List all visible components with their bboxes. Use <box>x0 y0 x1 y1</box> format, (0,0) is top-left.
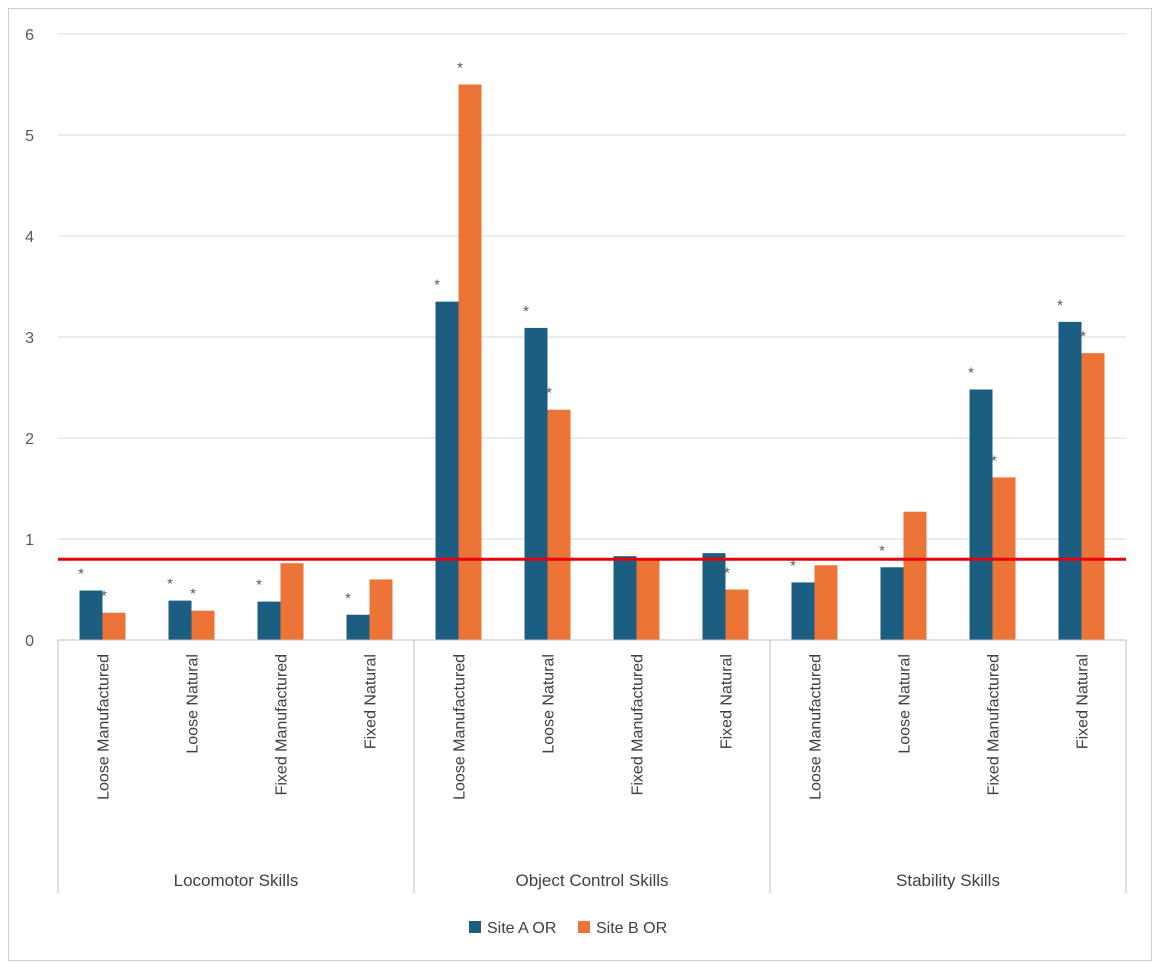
significance-star: * <box>457 60 463 77</box>
significance-star: * <box>434 277 440 294</box>
bar-site-a <box>168 600 192 640</box>
bar-site-b <box>369 579 393 640</box>
y-tick-label: 5 <box>25 128 34 145</box>
y-tick-label: 1 <box>25 532 34 549</box>
x-tick-label: Loose Natural <box>897 654 914 754</box>
x-tick-label: Fixed Manufactured <box>986 654 1003 795</box>
x-tick-label: Fixed Manufactured <box>274 654 291 795</box>
x-tick-label: Fixed Natural <box>719 654 736 749</box>
y-tick-label: 2 <box>25 431 34 448</box>
bar-site-b <box>102 612 126 640</box>
chart-frame <box>8 8 1152 961</box>
significance-star: * <box>78 566 84 583</box>
x-tick-label: Loose Manufactured <box>96 654 113 800</box>
gridlines <box>58 33 1126 540</box>
significance-star: * <box>1080 328 1086 345</box>
significance-star: * <box>546 385 552 402</box>
bar-site-b <box>814 565 838 640</box>
significance-star: * <box>991 452 997 469</box>
bar-site-a <box>524 327 548 640</box>
y-tick-label: 3 <box>25 330 34 347</box>
bar-site-a <box>791 582 815 640</box>
group-label: Object Control Skills <box>515 871 668 890</box>
group-label: Locomotor Skills <box>174 871 299 890</box>
bar-site-a <box>702 553 726 640</box>
y-tick-label: 0 <box>25 633 34 650</box>
significance-star: * <box>101 588 107 605</box>
bar-site-b <box>547 409 571 640</box>
significance-star: * <box>523 303 529 320</box>
bar-site-a <box>257 601 281 640</box>
x-axis: Loose Manufactured Loose Natural Fixed Man… <box>57 639 1127 893</box>
legend-label-site-b: Site B OR <box>596 920 667 937</box>
significance-star: * <box>190 586 196 603</box>
significance-star: * <box>968 365 974 382</box>
legend-swatch-site-a <box>469 921 481 933</box>
bar-site-b <box>191 610 215 640</box>
significance-star: * <box>724 565 730 582</box>
legend: Site A OR Site B OR <box>469 920 667 937</box>
x-tick-label: Fixed Natural <box>363 654 380 749</box>
group-label: Stability Skills <box>896 871 1000 890</box>
bar-site-b <box>458 84 482 640</box>
bar-site-a <box>1058 321 1082 640</box>
bar-site-b <box>280 563 304 640</box>
bar-site-a <box>79 590 103 640</box>
y-axis: 0 1 2 3 4 5 6 <box>25 27 34 650</box>
bar-site-a <box>880 567 904 640</box>
bar-site-b <box>725 589 749 640</box>
legend-swatch-site-b <box>578 921 590 933</box>
bar-site-a <box>969 389 993 640</box>
bars <box>79 84 1105 640</box>
bar-site-b <box>903 511 927 640</box>
x-tick-label: Fixed Manufactured <box>630 654 647 795</box>
bar-site-a <box>613 556 637 640</box>
bar-site-b <box>636 559 660 640</box>
x-tick-label: Loose Natural <box>185 654 202 754</box>
significance-star: * <box>256 577 262 594</box>
bar-site-a <box>435 301 459 640</box>
x-tick-label: Loose Manufactured <box>808 654 825 800</box>
y-tick-label: 6 <box>25 27 34 44</box>
y-tick-label: 4 <box>25 229 34 246</box>
bar-site-b <box>1081 353 1105 640</box>
significance-star: * <box>167 576 173 593</box>
x-tick-label: Fixed Natural <box>1075 654 1092 749</box>
significance-star: * <box>879 542 885 559</box>
x-tick-label: Loose Natural <box>541 654 558 754</box>
bar-site-a <box>346 614 370 640</box>
x-tick-label: Loose Manufactured <box>452 654 469 800</box>
significance-star: * <box>1057 297 1063 314</box>
legend-label-site-a: Site A OR <box>487 920 556 937</box>
significance-star: * <box>790 557 796 574</box>
significance-star: * <box>345 590 351 607</box>
significance-markers: * * * * * * * * * * * * * * * * * <box>78 60 1086 607</box>
